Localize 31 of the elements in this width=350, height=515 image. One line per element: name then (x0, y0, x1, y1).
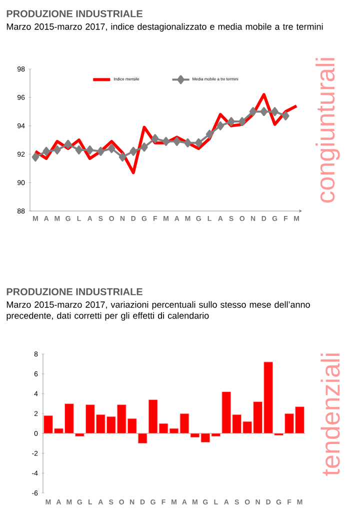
point (54, 145, 61, 154)
line-series (34, 93, 298, 174)
point (206, 130, 214, 139)
point (140, 142, 148, 152)
chart-subtitle: Marzo 2015-marzo 2017, variazioni percentuali sullo stesso mese dell’anno precedente, dati corretti per gli effetti di calendario (6, 301, 310, 321)
point (184, 138, 192, 148)
chart-title: PRODUZIONE INDUSTRIALE (6, 10, 142, 18)
point (151, 134, 159, 144)
point (216, 121, 224, 130)
point (260, 107, 268, 116)
point (64, 140, 72, 149)
text: congiunturali (316, 58, 340, 203)
point (108, 144, 116, 154)
point (228, 117, 235, 126)
chart-title: PRODUZIONE INDUSTRIALE (6, 288, 142, 296)
point (97, 146, 104, 156)
point (75, 145, 83, 154)
point (249, 107, 257, 116)
point (86, 145, 94, 154)
point (238, 117, 246, 126)
point (271, 107, 278, 116)
point (173, 136, 180, 146)
point (32, 152, 40, 162)
point (195, 138, 202, 148)
text: tendenziali (320, 354, 340, 476)
point (42, 146, 50, 156)
point (282, 111, 290, 120)
point (118, 152, 126, 162)
point (162, 136, 170, 146)
point (130, 146, 137, 156)
chart-subtitle: Marzo 2015-marzo 2017, indice destagionalizzato e media mobile a tre termini (6, 23, 323, 32)
